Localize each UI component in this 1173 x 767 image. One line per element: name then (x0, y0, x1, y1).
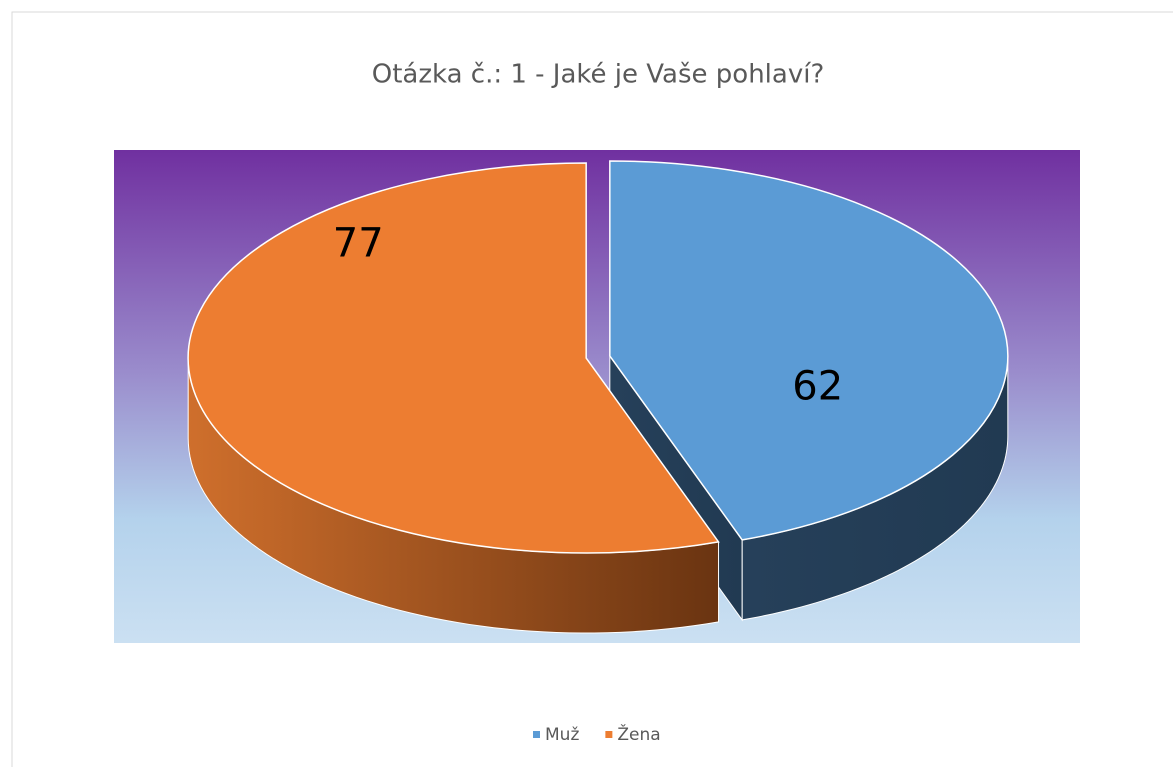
legend-label: Muž (545, 725, 579, 745)
chart-border (11, 11, 1173, 767)
slice (609, 160, 1009, 541)
legend: Muž Žena (533, 723, 661, 745)
data-label: 77 (333, 220, 384, 266)
chart-title: Otázka č.: 1 - Jaké je Vaše pohlaví? (372, 60, 825, 90)
slice (187, 162, 720, 554)
pie: 62 77 (187, 160, 1009, 634)
legend-label: Žena (617, 723, 660, 745)
data-label: 62 (792, 364, 843, 410)
legend-swatch (533, 731, 540, 738)
legend-swatch (605, 731, 613, 738)
